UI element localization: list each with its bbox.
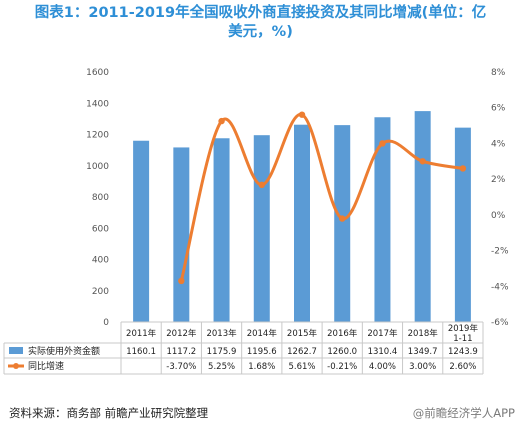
legend-label-bar: 实际使用外资金额 [28,345,100,357]
growth-value-cell: 3.00% [409,362,436,372]
bar [133,140,150,322]
bar-value-cell: 1175.9 [207,347,237,357]
x-category-label: 2014年 [247,328,278,339]
chart-title: 图表1：2011-2019年全国吸收外商直接投资及其同比增减(单位：亿 美元，%… [0,4,521,42]
growth-point [178,277,185,285]
bar [374,117,391,322]
y-right-tick-label: 6% [491,104,506,114]
growth-value-cell: 2.60% [449,362,476,372]
growth-value-cell: 1.68% [248,362,275,372]
bar [414,111,431,322]
chart-title-line-1: 图表1：2011-2019年全国吸收外商直接投资及其同比增减(单位：亿 [34,5,487,21]
y-right-tick-label: -4% [491,282,509,292]
plot-area: 0 200 400 600 800 1000 1200 1400 1600 -6% -4% -2% 0%… [86,68,509,328]
y-right-tick-label: 8% [491,68,506,78]
y-right-tick-label: -6% [491,318,509,328]
y-right-tick-label: 2% [491,175,506,185]
x-category-label: 2015年 [287,328,318,339]
x-category-label: 2017年 [367,328,398,339]
bar [173,147,190,322]
y-left-tick-label: 400 [92,256,109,266]
y-left-tick-label: 1600 [86,68,109,78]
y-right-tick-label: 0% [491,211,506,221]
bar-value-cell: 1349.7 [408,347,438,357]
bar-value-cell: 1160.1 [126,347,156,357]
growth-value-cell: -3.70% [166,362,196,372]
bar-value-cell: 1310.4 [368,347,398,357]
y-left-tick-label: 1200 [86,131,109,141]
growth-point [218,117,225,125]
x-category-label: 2013年 [206,328,237,339]
legend-swatch-marker [13,363,19,369]
x-category-label: 2011年 [126,328,157,339]
source-note: 资料来源：商务部 前瞻产业研究院整理 [9,406,209,420]
y-left-tick-label: 0 [103,318,109,328]
growth-value-cell: 5.25% [208,362,235,372]
brand-mark: @前瞻经济学人APP [412,406,515,420]
chart-title-line-2: 美元，%) [228,24,293,40]
growth-point [339,215,346,222]
x-category-label: 2018年 [408,328,439,339]
y-left-tick-label: 1000 [86,162,109,172]
bar [213,138,230,322]
bar [334,125,351,322]
y-left-tick-label: 800 [92,193,109,203]
growth-value-cell: 4.00% [369,362,396,372]
y-right-tick-label: -2% [491,247,509,257]
y-left-tick-label: 1400 [86,99,109,109]
growth-point [459,165,467,172]
growth-point [379,140,386,147]
y-left-tick-label: 600 [92,224,109,234]
x-category-label: 2012年 [166,328,197,339]
y-left-tick-label: 200 [92,287,109,297]
x-category-label: 2019年 1-11 [448,323,479,344]
y-right-tick-label: 4% [491,139,506,149]
growth-point [419,158,426,165]
growth-point [298,111,306,118]
bar-value-cell: 1262.7 [287,347,317,357]
growth-value-cell: -0.21% [327,362,357,372]
bar [294,124,310,322]
x-category-label: 2016年 [327,328,358,339]
bar [253,135,270,322]
bar-value-cell: 1243.9 [448,347,478,357]
growth-value-cell: 5.61% [288,362,315,372]
growth-point [258,181,265,189]
bar-value-cell: 1195.6 [247,347,277,357]
data-table: 2011年 2012年 2013年 2014年 2015年 2016年 2017年 2018年… [3,321,484,375]
legend-label-line: 同比增速 [28,360,64,372]
legend-swatch-bar [9,347,23,354]
bar-value-cell: 1117.2 [166,347,196,357]
bar-value-cell: 1260.0 [327,347,357,357]
bar [454,127,471,322]
